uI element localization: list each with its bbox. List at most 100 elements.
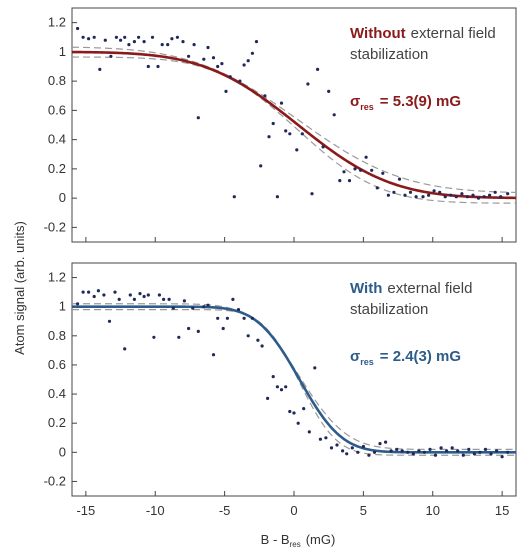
bottom-data-point bbox=[246, 334, 250, 338]
top-data-point bbox=[114, 35, 118, 39]
top-sigma-sub: res bbox=[360, 102, 374, 112]
bottom-data-point bbox=[76, 302, 80, 306]
bottom-data-point bbox=[142, 294, 146, 299]
bottom-y-tick-label: 1 bbox=[59, 299, 66, 314]
bottom-data-point bbox=[236, 308, 241, 312]
bottom-data-point bbox=[411, 452, 415, 456]
bottom-annotation-line2: stabilization bbox=[350, 301, 428, 318]
x-axis-label-sub: res bbox=[290, 540, 301, 549]
top-data-point bbox=[192, 43, 196, 47]
top-data-point bbox=[488, 193, 492, 197]
bottom-data-point bbox=[117, 297, 121, 301]
bottom-y-tick-label: 0.4 bbox=[48, 386, 66, 401]
top-y-tick-label: -0.2 bbox=[44, 219, 66, 234]
bottom-data-point bbox=[107, 319, 112, 323]
top-plot-frame bbox=[71, 7, 517, 243]
bottom-data-point bbox=[296, 421, 300, 425]
bottom-data-point bbox=[187, 326, 191, 331]
bottom-data-point bbox=[428, 447, 432, 451]
top-data-point bbox=[381, 171, 385, 175]
x-axis-label: B - Bres (mG) bbox=[261, 532, 336, 549]
bottom-data-point bbox=[406, 450, 410, 454]
bottom-data-point bbox=[123, 347, 127, 351]
top-data-point bbox=[142, 40, 146, 44]
top-data-point bbox=[103, 38, 107, 42]
top-sigma-symbol: σ bbox=[350, 93, 360, 110]
bottom-y-tick-label: 0 bbox=[59, 444, 66, 459]
bottom-data-point bbox=[182, 299, 186, 303]
top-data-point bbox=[499, 195, 503, 199]
top-data-point bbox=[166, 43, 170, 47]
bottom-confidence-lower bbox=[72, 309, 516, 456]
bottom-data-point bbox=[102, 293, 106, 297]
bottom-data-point bbox=[288, 409, 292, 414]
bottom-data-point bbox=[417, 449, 421, 453]
top-data-point bbox=[414, 195, 418, 199]
top-confidence-lower bbox=[72, 56, 517, 204]
bottom-data-point bbox=[439, 446, 443, 450]
bottom-data-point bbox=[284, 385, 288, 389]
top-data-point bbox=[421, 195, 425, 199]
bottom-data-point bbox=[389, 449, 393, 453]
top-data-point bbox=[465, 195, 469, 199]
top-data-point bbox=[187, 54, 191, 58]
top-data-point bbox=[238, 79, 242, 83]
top-data-point bbox=[310, 192, 314, 196]
bottom-data-point bbox=[113, 290, 117, 294]
top-data-point bbox=[386, 193, 390, 197]
top-data-point bbox=[279, 101, 284, 105]
bottom-data-point bbox=[162, 297, 166, 301]
top-data-point bbox=[224, 89, 228, 93]
bottom-y-tick-label: 0.8 bbox=[48, 328, 66, 343]
top-data-point bbox=[288, 132, 292, 136]
top-annotation-line2: stabilization bbox=[350, 46, 428, 63]
top-data-point bbox=[119, 38, 123, 42]
bottom-x-tick-label: 15 bbox=[495, 503, 509, 518]
top-sigma-label: σres = 5.3(9) mG bbox=[350, 93, 461, 112]
top-annotation-rest: external field bbox=[411, 25, 496, 42]
top-data-point bbox=[370, 168, 374, 172]
bottom-data-point bbox=[445, 449, 449, 453]
bottom-sigma-symbol: σ bbox=[350, 348, 360, 365]
bottom-data-point bbox=[307, 430, 311, 434]
bottom-data-point bbox=[225, 316, 229, 320]
bottom-data-point bbox=[495, 449, 499, 453]
bottom-data-point bbox=[335, 443, 339, 447]
top-data-point bbox=[156, 64, 160, 69]
top-data-point bbox=[259, 164, 263, 168]
bottom-data-point bbox=[483, 447, 488, 451]
top-y-tick-label: 0.8 bbox=[48, 73, 66, 88]
top-data-point bbox=[123, 35, 127, 39]
top-data-point bbox=[342, 170, 346, 174]
bottom-data-point bbox=[433, 453, 438, 457]
bottom-data-point bbox=[260, 344, 264, 348]
bottom-data-point bbox=[292, 411, 296, 415]
top-data-point bbox=[92, 35, 96, 39]
top-annotation-bold: Without bbox=[350, 25, 406, 42]
bottom-data-point bbox=[367, 453, 371, 457]
top-data-point bbox=[246, 59, 250, 63]
x-axis-label-main: B - B bbox=[261, 532, 290, 547]
bottom-data-point bbox=[271, 375, 275, 379]
bottom-data-point bbox=[324, 436, 328, 440]
top-data-point bbox=[284, 129, 288, 133]
bottom-data-point bbox=[177, 335, 181, 339]
top-y-tick-label: 1.2 bbox=[48, 15, 66, 30]
bottom-data-point bbox=[395, 447, 399, 451]
bottom-data-point bbox=[191, 306, 195, 310]
bottom-x-tick-label: -10 bbox=[146, 503, 165, 518]
top-y-tick-label: 0.4 bbox=[48, 132, 66, 147]
bottom-data-point bbox=[461, 453, 465, 457]
top-data-point bbox=[316, 67, 320, 71]
bottom-annotation-bold: With bbox=[350, 280, 382, 297]
top-data-point bbox=[211, 56, 216, 60]
top-data-point bbox=[254, 40, 259, 44]
bottom-y-tick-label: 0.2 bbox=[48, 415, 66, 430]
bottom-data-point bbox=[456, 449, 460, 453]
top-data-point bbox=[132, 40, 136, 44]
top-data-point bbox=[109, 54, 113, 58]
bottom-fit-curve bbox=[72, 305, 516, 454]
bottom-data-point bbox=[231, 297, 235, 301]
bottom-data-point bbox=[221, 326, 225, 331]
bottom-data-point bbox=[132, 297, 136, 301]
